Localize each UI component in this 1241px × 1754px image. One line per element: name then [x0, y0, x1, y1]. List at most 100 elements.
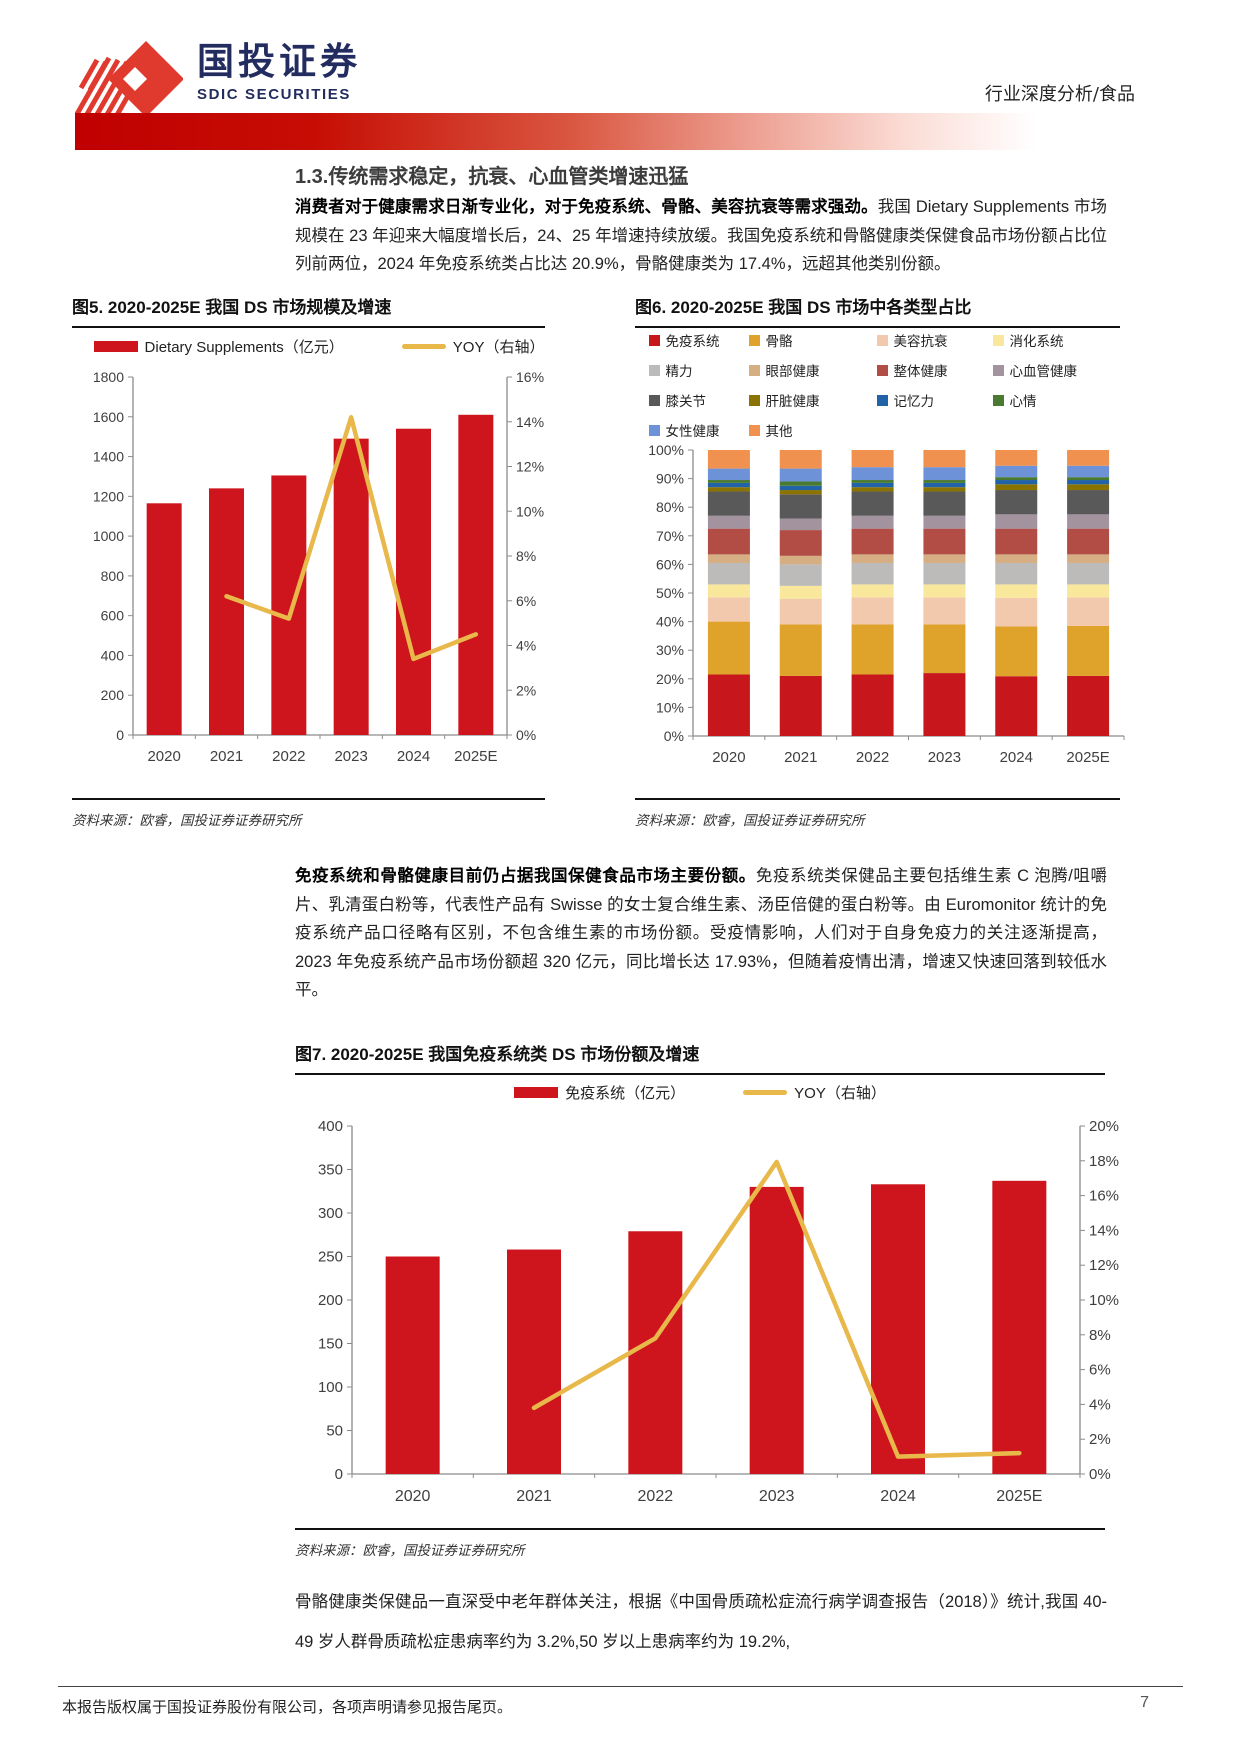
legend-label: 心血管健康 — [1009, 364, 1078, 379]
stack-segment — [707, 482, 750, 488]
left-axis-label: 150 — [318, 1336, 343, 1353]
stack-segment — [1067, 554, 1110, 563]
square-swatch-icon — [748, 424, 760, 436]
stack-segment — [995, 584, 1038, 598]
stack-segment — [851, 674, 894, 736]
x-axis-label: 2021 — [784, 749, 817, 766]
left-axis-label: 350 — [318, 1162, 343, 1179]
legend-item: Dietary Supplements（亿元） — [93, 336, 344, 357]
right-axis-label: 0% — [516, 727, 536, 743]
stack-segment — [1067, 480, 1110, 485]
fig6-title: 图6. 2020-2025E 我国 DS 市场中各类型占比 — [635, 293, 1120, 328]
stack-segment — [1067, 450, 1110, 466]
logo-cn-text: 国投证券 — [197, 41, 361, 82]
legend-item: 其他 — [748, 420, 877, 440]
left-axis-label: 1600 — [93, 409, 124, 425]
left-axis-label: 250 — [318, 1249, 343, 1266]
stack-segment — [995, 450, 1038, 466]
stack-segment — [923, 673, 966, 736]
stack-segment — [707, 487, 750, 492]
bar-swatch-icon — [514, 1087, 559, 1098]
stack-segment — [923, 450, 966, 468]
stack-segment — [995, 514, 1038, 529]
fig7-chart: 0 50 100 150 200 250 300 350 400 0% 2% 4% 6% 8% 10% 12%… — [318, 1118, 1119, 1505]
bar — [458, 414, 494, 735]
x-axis-label: 2021 — [210, 748, 243, 765]
bar — [333, 438, 369, 735]
right-axis-label: 20% — [1089, 1118, 1119, 1135]
legend-label: 免疫系统（亿元） — [565, 1085, 686, 1102]
legend-item: 免疫系统（亿元） — [514, 1082, 685, 1103]
y-axis-label: 60% — [656, 556, 684, 572]
legend-item: 骨骼 — [748, 330, 877, 350]
stack-segment — [707, 450, 750, 469]
stack-segment — [923, 487, 966, 492]
stack-segment — [779, 585, 822, 599]
right-axis-label: 8% — [1089, 1327, 1111, 1344]
legend-item: 记忆力 — [876, 390, 993, 410]
left-axis-label: 0 — [116, 727, 124, 743]
stack-segment — [707, 468, 750, 481]
bar — [146, 503, 182, 735]
legend-item: 美容抗衰 — [876, 330, 993, 350]
square-swatch-icon — [992, 334, 1004, 346]
right-axis-label: 12% — [516, 459, 544, 475]
paragraph-2-lead: 免疫系统和骨骼健康目前仍占据我国保健食品市场主要份额。 — [295, 867, 756, 885]
stack-segment — [851, 597, 894, 625]
x-axis-label: 2024 — [880, 1488, 916, 1505]
stack-segment — [779, 468, 822, 482]
stack-segment — [851, 487, 894, 492]
legend-label: 记忆力 — [893, 394, 935, 409]
fig7-title: 图7. 2020-2025E 我国免疫系统类 DS 市场份额及增速 — [295, 1040, 1105, 1075]
stack-segment — [1067, 528, 1110, 555]
legend-label: 女性健康 — [665, 424, 720, 439]
stack-segment — [923, 491, 966, 516]
square-swatch-icon — [648, 364, 660, 376]
stack-segment — [707, 621, 750, 675]
left-axis-label: 400 — [318, 1118, 343, 1135]
legend-item: 心情 — [992, 390, 1123, 410]
square-swatch-icon — [648, 394, 660, 406]
x-axis-label: 2022 — [856, 749, 889, 766]
left-axis-label: 1200 — [93, 488, 124, 504]
stack-segment — [851, 450, 894, 468]
x-axis-label: 2022 — [638, 1488, 674, 1505]
left-axis-label: 400 — [101, 647, 125, 663]
bar — [871, 1184, 925, 1474]
x-axis-label: 2025E — [454, 748, 497, 765]
stack-segment — [1067, 562, 1110, 585]
legend-item: 消化系统 — [992, 330, 1123, 350]
right-axis-label: 16% — [516, 369, 544, 385]
right-axis-label: 14% — [1089, 1222, 1119, 1239]
stack-segment — [851, 554, 894, 563]
x-axis-label: 2025E — [1066, 749, 1109, 766]
stack-segment — [1067, 477, 1110, 481]
stack-segment — [923, 528, 966, 555]
legend-label: 整体健康 — [893, 364, 948, 379]
stack-segment — [779, 481, 822, 486]
stack-segment — [707, 562, 750, 585]
legend-item: 肝脏健康 — [748, 390, 877, 410]
stack-segment — [923, 562, 966, 585]
right-axis-label: 14% — [516, 414, 544, 430]
stack-segment — [995, 562, 1038, 585]
stack-segment — [779, 518, 822, 531]
stack-segment — [707, 480, 750, 483]
stack-segment — [779, 450, 822, 469]
stack-segment — [851, 562, 894, 585]
square-swatch-icon — [648, 334, 660, 346]
left-axis-label: 50 — [326, 1423, 343, 1440]
fig6-source: 资料来源：欧睿，国投证券证券研究所 — [635, 798, 1120, 829]
left-axis-label: 300 — [318, 1205, 343, 1222]
line-swatch-icon — [743, 1090, 788, 1095]
x-axis-label: 2020 — [395, 1488, 431, 1505]
legend-item: 心血管健康 — [992, 360, 1123, 380]
stack-segment — [779, 555, 822, 565]
stack-segment — [1067, 484, 1110, 491]
stack-segment — [995, 465, 1038, 478]
fig5-source: 资料来源：欧睿，国投证券证券研究所 — [72, 798, 545, 829]
left-axis-label: 1000 — [93, 528, 124, 544]
left-axis-label: 0 — [335, 1466, 343, 1483]
stack-segment — [707, 584, 750, 598]
